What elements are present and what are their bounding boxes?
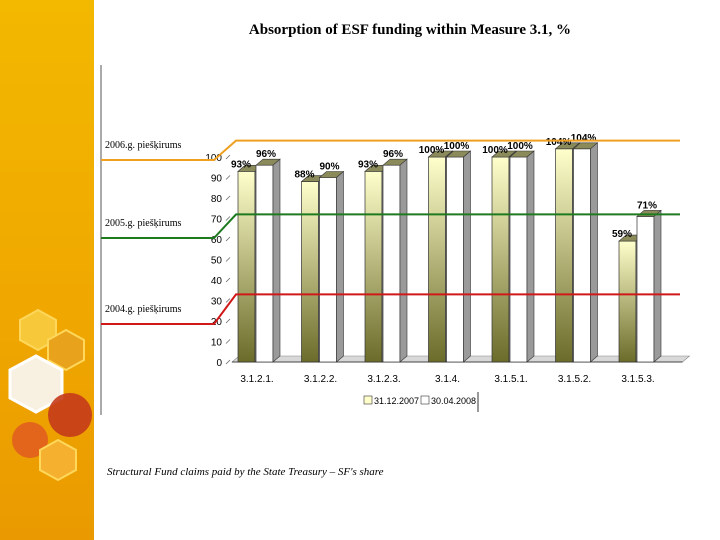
data-label-series-b: 96% bbox=[383, 149, 403, 160]
bar-series-a bbox=[555, 148, 573, 363]
data-label-series-a: 93% bbox=[358, 159, 378, 170]
data-label-series-a: 100% bbox=[419, 145, 445, 156]
bar-series-a bbox=[428, 156, 446, 363]
y-tick-label: 0 bbox=[216, 358, 222, 369]
x-category-label: 3.1.5.1. bbox=[494, 374, 527, 385]
data-label-series-b: 71% bbox=[637, 200, 657, 211]
x-category-label: 3.1.2.1. bbox=[240, 374, 273, 385]
data-label-series-a: 93% bbox=[231, 159, 251, 170]
x-category-label: 3.1.2.2. bbox=[304, 374, 337, 385]
y-tick-label: 10 bbox=[211, 338, 223, 349]
y-tick-mark bbox=[225, 175, 231, 180]
data-label-series-a: 104% bbox=[546, 137, 572, 148]
bar-series-b bbox=[573, 148, 591, 363]
y-tick-mark bbox=[225, 257, 231, 262]
y-tick-mark bbox=[225, 359, 231, 365]
y-tick-mark bbox=[225, 318, 231, 324]
bar-series-a bbox=[491, 156, 510, 363]
data-label-series-b: 104% bbox=[571, 133, 597, 144]
y-tick-label: 70 bbox=[211, 215, 223, 226]
bar-series-a bbox=[301, 181, 319, 363]
chart-title: Absorption of ESF funding within Measure… bbox=[248, 22, 572, 38]
bar-series-b-side bbox=[336, 170, 344, 363]
y-tick-mark bbox=[225, 236, 231, 242]
reference-line-label: 2004.g. piešķirums bbox=[105, 304, 181, 315]
y-tick-label: 80 bbox=[211, 194, 223, 205]
data-label-series-a: 88% bbox=[294, 170, 314, 181]
bar-series-b-side bbox=[399, 158, 408, 363]
y-tick-mark bbox=[225, 195, 231, 201]
bar-series-b bbox=[255, 164, 274, 363]
bar-series-a bbox=[618, 240, 637, 363]
bar-series-b bbox=[446, 156, 464, 363]
data-label-series-a: 100% bbox=[482, 145, 508, 156]
y-tick-label: 100 bbox=[205, 153, 222, 164]
bar-series-a bbox=[364, 171, 383, 363]
legend-swatch-series-a bbox=[363, 395, 373, 405]
y-tick-label: 60 bbox=[211, 235, 223, 246]
bar-series-a bbox=[237, 171, 256, 363]
bar-series-b bbox=[636, 216, 655, 363]
data-label-series-b: 100% bbox=[444, 141, 470, 152]
data-label-series-b: 96% bbox=[256, 149, 276, 160]
reference-line bbox=[101, 213, 680, 239]
y-tick-label: 20 bbox=[211, 317, 223, 328]
bar-series-b bbox=[509, 156, 528, 363]
reference-line bbox=[101, 293, 680, 325]
bar-series-b-side bbox=[463, 150, 471, 363]
bar-series-b bbox=[382, 164, 401, 363]
bar-series-b bbox=[319, 177, 337, 363]
y-tick-mark bbox=[225, 277, 231, 283]
reference-line-label: 2006.g. piešķirums bbox=[105, 140, 181, 151]
bar-series-b-side bbox=[526, 150, 535, 363]
legend-label-series-a: 31.12.2007 bbox=[374, 396, 419, 406]
data-label-series-b: 90% bbox=[319, 162, 339, 173]
reference-line-label: 2005.g. piešķirums bbox=[105, 218, 181, 229]
chart-footnote: Structural Fund claims paid by the State… bbox=[107, 466, 384, 478]
data-label-series-b: 100% bbox=[507, 141, 533, 152]
bar-series-b-side bbox=[590, 142, 598, 363]
bar-series-b-side bbox=[653, 209, 662, 363]
y-tick-mark bbox=[225, 339, 231, 344]
y-tick-label: 40 bbox=[211, 276, 223, 287]
x-category-label: 3.1.2.3. bbox=[367, 374, 400, 385]
y-tick-label: 50 bbox=[211, 256, 223, 267]
y-tick-label: 90 bbox=[211, 174, 223, 185]
y-tick-mark bbox=[225, 298, 231, 303]
bar-series-b-side bbox=[272, 158, 281, 363]
legend-label-series-b: 30.04.2008 bbox=[431, 396, 476, 406]
honeycomb-decoration-icon bbox=[8, 308, 92, 482]
x-category-label: 3.1.4. bbox=[435, 374, 460, 385]
x-category-label: 3.1.5.3. bbox=[621, 374, 654, 385]
legend-swatch-series-b bbox=[420, 395, 430, 405]
data-label-series-a: 59% bbox=[612, 229, 632, 240]
reference-line bbox=[101, 139, 680, 161]
y-tick-mark bbox=[225, 154, 231, 160]
y-tick-label: 30 bbox=[211, 297, 223, 308]
x-category-label: 3.1.5.2. bbox=[558, 374, 591, 385]
y-tick-mark bbox=[225, 216, 231, 221]
